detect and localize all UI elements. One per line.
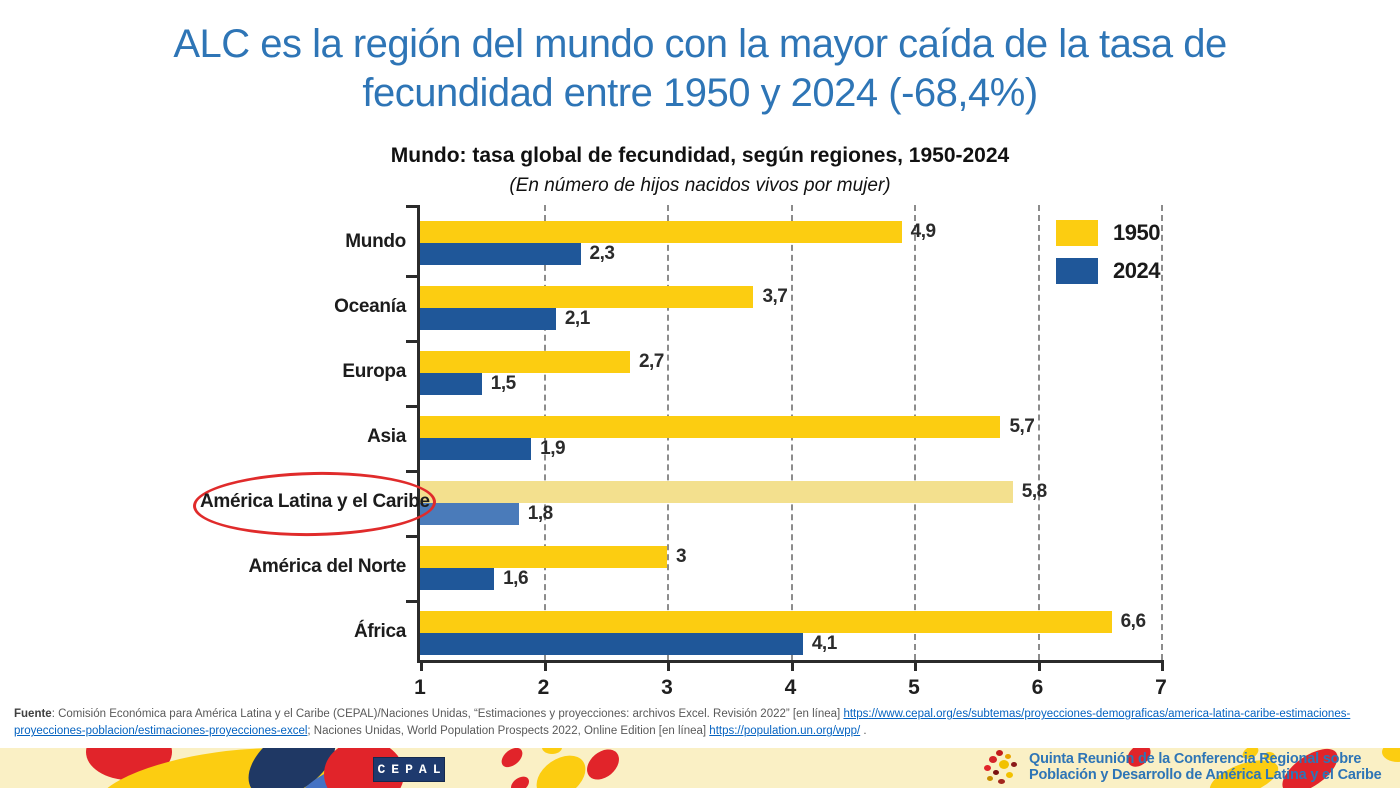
bar-2024-3: 1,9 xyxy=(420,438,566,460)
bar-value-label: 4,1 xyxy=(811,633,837,654)
cepal-logo: CEPAL xyxy=(373,757,445,782)
bar-1950-3: 5,7 xyxy=(420,416,1035,438)
conference-logo xyxy=(982,750,1020,786)
source-text-1: : Comisión Económica para América Latina… xyxy=(51,708,844,720)
decor-blob-red xyxy=(581,748,625,786)
category-label-6: África xyxy=(353,621,406,642)
x-axis-label: 4 xyxy=(784,676,797,699)
bar-value-label: 2,1 xyxy=(564,308,590,329)
x-axis-tick xyxy=(1037,660,1041,671)
source-prefix: Fuente xyxy=(14,708,52,720)
source-link-cepal[interactable]: https://www.cepal.org/es/subtemas/proyec… xyxy=(14,708,1351,738)
bar-1950-4: 5,8 xyxy=(420,481,1047,503)
x-axis-tick xyxy=(914,660,917,671)
x-axis-label: 6 xyxy=(1031,676,1044,699)
bar-value-label: 2,7 xyxy=(638,351,664,372)
x-axis-label: 2 xyxy=(537,676,550,699)
y-axis-tick xyxy=(406,470,417,473)
bar-2024-6: 4,1 xyxy=(420,633,837,655)
bar-value-label: 1,9 xyxy=(540,438,566,459)
legend-label-2024: 2024 xyxy=(1113,258,1160,283)
category-label-4: América Latina y el Caribe xyxy=(200,491,430,512)
x-axis-tick xyxy=(667,660,670,671)
y-axis-tick xyxy=(406,340,417,343)
y-axis-tick xyxy=(406,275,417,278)
footer-banner: CEPAL Quinta Reunión de la Conferencia R… xyxy=(0,748,1400,788)
x-axis-tick xyxy=(543,660,547,671)
x-axis-label: 1 xyxy=(414,676,426,699)
bar-2024-5: 1,6 xyxy=(420,568,529,590)
bar-value-label: 3,7 xyxy=(762,286,788,307)
category-label-2: Europa xyxy=(342,361,406,382)
x-axis-tick xyxy=(420,660,423,671)
plot-area: 1950 2024 1 2 3 4 5 6 7 4,9 2,3 3,7 2,1 2,7 1,5 5,7 1,9… xyxy=(414,205,1167,699)
chart-subtitle: (En número de hijos nacidos vivos por mu… xyxy=(509,175,891,196)
bar-value-label: 6,6 xyxy=(1120,611,1146,632)
bar-value-label: 4,9 xyxy=(910,221,936,242)
bar-value-label: 1,5 xyxy=(490,373,516,394)
bar-1950-6: 6,6 xyxy=(420,611,1146,633)
y-axis-tick xyxy=(406,535,417,538)
bar-value-label: 2,3 xyxy=(589,243,615,264)
bar-value-label: 5,7 xyxy=(1009,416,1035,437)
bar-2024-4: 1,8 xyxy=(420,503,553,525)
conference-banner: Quinta Reunión de la Conferencia Regiona… xyxy=(982,750,1382,786)
bar-1950-0: 4,9 xyxy=(420,221,936,243)
y-axis-tick xyxy=(406,205,417,208)
conference-line-2: Población y Desarrollo de América Latina… xyxy=(1029,767,1382,783)
bar-value-label: 1,6 xyxy=(503,568,529,589)
legend-swatch-2024 xyxy=(1056,258,1098,284)
conference-title: Quinta Reunión de la Conferencia Regiona… xyxy=(1029,752,1382,783)
bar-2024-0: 2,3 xyxy=(420,243,615,265)
chart-header: Mundo: tasa global de fecundidad, según … xyxy=(0,144,1400,197)
bar-1950-5: 3 xyxy=(420,546,687,568)
x-axis-label: 3 xyxy=(661,676,673,699)
bar-2024-1: 2,1 xyxy=(420,308,590,330)
x-axis-label: 5 xyxy=(908,676,920,699)
conference-line-1: Quinta Reunión de la Conferencia Regiona… xyxy=(1029,751,1362,768)
y-axis-tick xyxy=(406,600,417,603)
source-link-unwpp[interactable]: https://population.un.org/wpp/ xyxy=(709,725,861,738)
decor-blob-yellow xyxy=(1264,752,1275,760)
gridline-6 xyxy=(1037,205,1040,660)
legend-label-1950: 1950 xyxy=(1113,220,1160,245)
bar-value-label: 1,8 xyxy=(527,503,553,524)
decor-blob-red xyxy=(508,773,532,788)
source-text-3: . xyxy=(860,725,867,738)
chart-title: Mundo: tasa global de fecundidad, según … xyxy=(390,144,1010,167)
gridline-7 xyxy=(1161,205,1163,660)
source-text-2: ; Naciones Unidas, World Population Pros… xyxy=(307,725,710,738)
x-axis-tick xyxy=(1161,660,1164,671)
legend-swatch-1950 xyxy=(1056,220,1098,246)
decor-blob-red xyxy=(497,748,527,771)
bar-2024-2: 1,5 xyxy=(420,373,516,395)
bar-1950-1: 3,7 xyxy=(420,286,788,308)
x-axis-tick xyxy=(790,660,794,671)
decor-blob-yellow xyxy=(1382,748,1400,762)
bar-value-label: 3 xyxy=(676,546,687,567)
decor-blob-yellow xyxy=(542,748,562,754)
cepal-logo-text: CEPAL xyxy=(377,762,447,777)
bar-value-label: 5,8 xyxy=(1021,481,1047,502)
slide-title: ALC es la región del mundo con la mayor … xyxy=(173,22,1227,115)
fertility-bar-chart: 1950 2024 1 2 3 4 5 6 7 4,9 2,3 3,7 2,1 2,7 1,5 5,7 1,9… xyxy=(192,205,1220,705)
source-note: Fuente: Comisión Económica para América … xyxy=(14,706,1392,741)
decor-blob-yellow xyxy=(528,748,594,788)
category-label-1: Oceanía xyxy=(334,296,406,317)
category-label-5: América del Norte xyxy=(248,556,406,577)
bar-1950-2: 2,7 xyxy=(420,351,664,373)
legend-item-2024: 2024 xyxy=(1056,258,1160,284)
chart-legend: 1950 2024 xyxy=(1056,220,1160,296)
x-axis-label: 7 xyxy=(1155,676,1167,699)
category-label-3: Asia xyxy=(367,426,406,447)
y-axis-tick xyxy=(406,405,417,408)
legend-item-1950: 1950 xyxy=(1056,220,1160,246)
category-label-0: Mundo xyxy=(345,231,406,252)
